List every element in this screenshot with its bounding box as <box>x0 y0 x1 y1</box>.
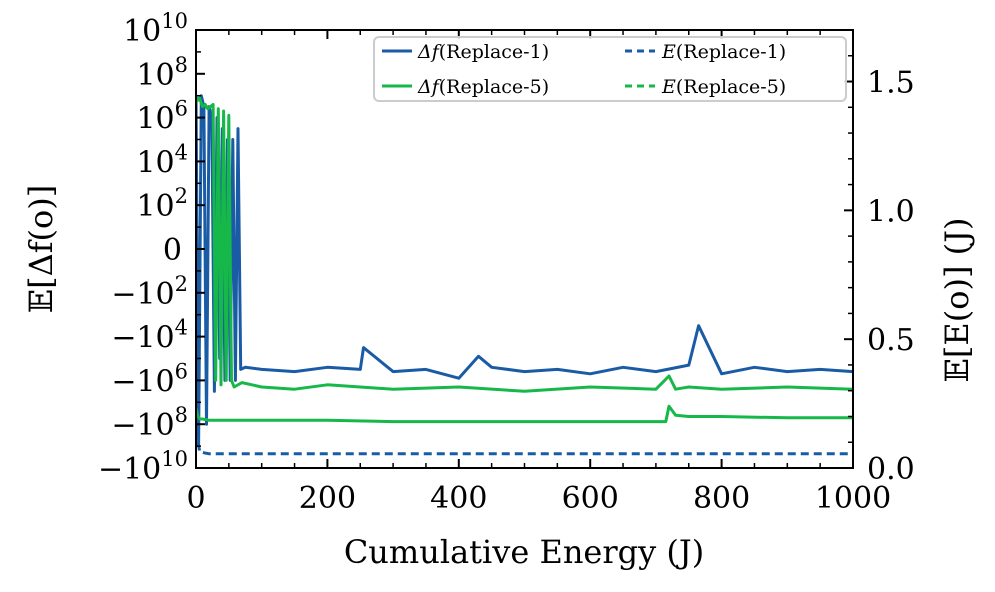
y-left-tick-label: −108 <box>111 403 188 443</box>
series-line-1 <box>196 96 853 393</box>
series-line-2 <box>196 390 853 456</box>
y-left-tick-label: −104 <box>111 316 188 356</box>
y-axis-left-title: 𝔼[Δf(o)] <box>22 185 60 314</box>
legend-label-df-replace1: Δf(Replace-1) <box>417 41 549 63</box>
legend-label-df-replace5: Δf(Replace-5) <box>417 76 549 98</box>
ticks-layer: 0 200 400 600 800 100010101081061041020−102−1… <box>98 9 915 516</box>
x-tick-label: 1000 <box>815 481 891 516</box>
y-left-tick-label: 1010 <box>123 9 188 49</box>
y-left-tick-label: 0 <box>163 233 182 268</box>
y-left-tick-label: −1010 <box>98 447 188 487</box>
series-layer <box>196 94 853 456</box>
y-axis-right-title: 𝔼[E(o)] (J) <box>938 218 976 383</box>
x-axis-title: Cumulative Energy (J) <box>344 533 704 571</box>
x-tick-label: 600 <box>562 481 619 516</box>
y-left-tick-label: 108 <box>136 53 188 93</box>
y-left-tick-label: 102 <box>136 184 188 224</box>
x-tick-label: 800 <box>693 481 750 516</box>
x-tick-label: 200 <box>299 481 356 516</box>
legend-label-e-replace1: E(Replace-1) <box>661 41 786 63</box>
series-line-3 <box>196 404 853 424</box>
y-right-tick-label: 0.5 <box>867 323 915 358</box>
y-right-tick-label: 0.0 <box>867 452 915 487</box>
legend: Δf(Replace-1) E(Replace-1) Δf(Replace-5)… <box>373 36 847 102</box>
y-right-tick-label: 1.5 <box>867 66 915 101</box>
y-left-tick-label: −106 <box>111 359 188 399</box>
x-tick-label: 400 <box>430 481 487 516</box>
x-tick-label: 0 <box>186 481 205 516</box>
y-right-tick-label: 1.0 <box>867 194 915 229</box>
legend-label-e-replace5: E(Replace-5) <box>661 76 786 98</box>
legend-box <box>373 36 847 102</box>
y-left-tick-label: 106 <box>136 97 188 137</box>
y-left-tick-label: −102 <box>111 272 188 312</box>
y-left-tick-label: 104 <box>136 140 188 180</box>
plot-area <box>196 30 853 468</box>
